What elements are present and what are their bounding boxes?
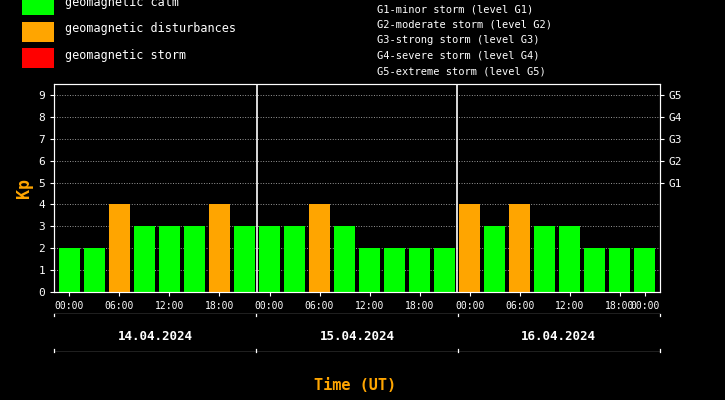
Bar: [459, 204, 480, 292]
Text: geomagnetic calm: geomagnetic calm: [65, 0, 179, 9]
Text: Time (UT): Time (UT): [314, 378, 397, 393]
Bar: [59, 248, 80, 292]
Text: 15.04.2024: 15.04.2024: [320, 330, 394, 343]
FancyBboxPatch shape: [22, 22, 54, 42]
Bar: [559, 226, 580, 292]
Bar: [134, 226, 155, 292]
Bar: [434, 248, 455, 292]
Text: geomagnetic storm: geomagnetic storm: [65, 49, 186, 62]
Text: 16.04.2024: 16.04.2024: [521, 330, 597, 343]
Bar: [84, 248, 105, 292]
Bar: [534, 226, 555, 292]
Bar: [109, 204, 130, 292]
Text: G2-moderate storm (level G2): G2-moderate storm (level G2): [377, 20, 552, 30]
Bar: [259, 226, 280, 292]
FancyBboxPatch shape: [22, 48, 54, 68]
Bar: [209, 204, 230, 292]
Bar: [359, 248, 380, 292]
Bar: [184, 226, 205, 292]
Bar: [334, 226, 355, 292]
Bar: [159, 226, 180, 292]
Bar: [584, 248, 605, 292]
Bar: [284, 226, 305, 292]
Bar: [609, 248, 630, 292]
Text: G5-extreme storm (level G5): G5-extreme storm (level G5): [377, 66, 546, 76]
FancyBboxPatch shape: [22, 0, 54, 15]
Bar: [309, 204, 330, 292]
Bar: [384, 248, 405, 292]
Text: geomagnetic disturbances: geomagnetic disturbances: [65, 22, 236, 35]
Text: 14.04.2024: 14.04.2024: [117, 330, 193, 343]
Text: G3-strong storm (level G3): G3-strong storm (level G3): [377, 35, 539, 45]
Bar: [234, 226, 255, 292]
Text: G1-minor storm (level G1): G1-minor storm (level G1): [377, 4, 534, 14]
Text: G4-severe storm (level G4): G4-severe storm (level G4): [377, 51, 539, 61]
Bar: [634, 248, 655, 292]
Y-axis label: Kp: Kp: [15, 178, 33, 198]
Bar: [409, 248, 430, 292]
Bar: [484, 226, 505, 292]
Bar: [509, 204, 530, 292]
